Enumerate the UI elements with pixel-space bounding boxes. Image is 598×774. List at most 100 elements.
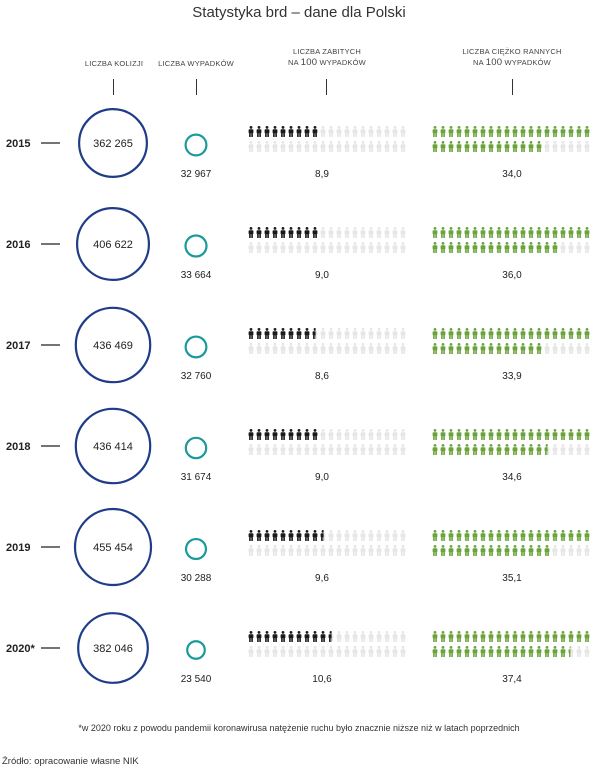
row-2-zabici-person-15-empty-head xyxy=(369,328,373,331)
row-4-ranni-person-6 xyxy=(480,530,486,541)
row-1-zabici-person-12-empty-body xyxy=(344,230,350,235)
row-3-ranni-person-36-empty-head xyxy=(561,444,565,447)
row-3-ranni-person-1-full-head xyxy=(441,429,445,432)
row-5-zabici-person-8-full-leg-right xyxy=(315,638,317,642)
row-4-zabici-label: 9,6 xyxy=(315,573,329,584)
row-5-ranni-person-27-full-head xyxy=(489,646,493,649)
row-0-ranni-person-9-full-head xyxy=(505,126,509,129)
row-3-ranni-person-37-empty-head xyxy=(569,444,573,447)
row-5-ranni-person-1-full-head xyxy=(441,631,445,634)
row-0-zabici-person-30 xyxy=(328,141,334,152)
row-0-ranni-person-22-full-head xyxy=(449,141,453,144)
row-3-ranni-person-22-full-leg-right xyxy=(451,451,453,455)
row-5-ranni-person-4-full-head xyxy=(465,631,469,634)
row-5-zabici-person-5-full-body xyxy=(288,634,294,639)
row-5-ranni-person-28-full-head xyxy=(497,646,501,649)
row-4-ranni-person-33 xyxy=(536,545,542,556)
row-4-zabici-person-31 xyxy=(336,545,342,556)
row-1-zabici-person-13-empty-head xyxy=(353,227,357,230)
row-0-ranni-person-6-full-body xyxy=(480,129,486,134)
row-2-zabici-person-19 xyxy=(400,328,406,339)
row-5-zabici-person-20-empty-body xyxy=(248,649,254,654)
row-4-ranni-person-10-full-leg-left xyxy=(513,537,515,541)
row-5-ranni-person-14-full-head xyxy=(545,631,549,634)
row-2-ranni-person-17-full-head xyxy=(569,328,573,331)
row-0-ranni-person-33 xyxy=(536,141,542,152)
row-4-zabici-person-35 xyxy=(368,545,374,556)
row-5-ranni-person-5-full-leg-left xyxy=(473,638,475,642)
header-zabici-pre: NA xyxy=(288,58,301,67)
row-4-ranni-person-1-full-leg-right xyxy=(443,537,445,541)
row-5-zabici-person-22 xyxy=(264,646,270,657)
row-2-ranni-person-13-full-leg-left xyxy=(537,335,539,339)
row-3-ranni-person-2-full-head xyxy=(449,429,453,432)
row-0-zabici-person-3-full-body xyxy=(272,129,278,134)
row-3-ranni-person-28-full-body xyxy=(496,447,502,452)
row-1-zabici-person-32-empty-leg-right xyxy=(347,249,349,253)
row-1-ranni-person-19-full-leg-left xyxy=(585,234,587,238)
row-1-zabici-person-9-empty-leg-left xyxy=(321,234,323,238)
row-1-ranni-person-31 xyxy=(520,242,526,253)
row-3-ranni-person-5 xyxy=(472,429,478,440)
row-5-ranni-person-0-full-body xyxy=(432,634,438,639)
row-1-ranni-person-9-full-head xyxy=(505,227,509,230)
row-5-ranni-person-20-full-leg-right xyxy=(435,653,437,657)
row-2-zabici-person-25-empty-leg-left xyxy=(289,350,291,354)
row-3-zabici-person-23-empty-head xyxy=(273,444,277,447)
row-1-zabici-person-35-empty-leg-left xyxy=(369,249,371,253)
header-ranni-num: 100 xyxy=(485,57,503,68)
row-1-ranni-person-21-full-head xyxy=(441,242,445,245)
row-1-zabici-person-33-empty-leg-left xyxy=(353,249,355,253)
row-3-zabici-person-22-empty-body xyxy=(264,447,270,452)
row-5-ranni-person-17-full-leg-left xyxy=(569,638,571,642)
row-2-zabici-person-15-empty-leg-right xyxy=(371,335,373,339)
row-2-zabici-person-14-empty-body xyxy=(360,331,366,336)
row-3-ranni-person-15-full-leg-left xyxy=(553,436,555,440)
row-1-zabici-person-4 xyxy=(280,227,286,238)
row-2-kolizje-label: 436 469 xyxy=(93,340,133,352)
row-4-zabici-person-11-empty-leg-left xyxy=(337,537,339,541)
row-1-ranni-person-23-full-leg-left xyxy=(457,249,459,253)
row-0-ranni-person-18-full-leg-left xyxy=(577,133,579,137)
row-2-ranni-person-1-full-leg-right xyxy=(443,335,445,339)
row-2-ranni-person-23-full-body xyxy=(456,346,462,351)
row-1-zabici-person-35 xyxy=(368,242,374,253)
row-2-ranni-person-24-full-leg-right xyxy=(467,350,469,354)
row-2-zabici-person-9-empty-body xyxy=(320,331,326,336)
row-1-zabici-person-31-empty-head xyxy=(337,242,341,245)
row-5-ranni-person-22-full-leg-left xyxy=(449,653,451,657)
row-2-zabici-person-29 xyxy=(320,343,326,354)
row-0-ranni-person-1-full-leg-left xyxy=(441,133,443,137)
row-5-ranni-person-36-full-leg-right xyxy=(563,653,565,657)
row-3-zabici-person-24-empty-body xyxy=(280,447,286,452)
row-2-ranni-person-3-full-leg-right xyxy=(459,335,461,339)
row-0-zabici-person-11-empty-head xyxy=(337,126,341,129)
row-4-zabici-person-14 xyxy=(360,530,366,541)
row-3-zabici-person-31-empty-head xyxy=(337,444,341,447)
row-4-ranni-person-3-full-head xyxy=(457,530,461,533)
row-5-ranni-person-2-full-leg-left xyxy=(449,638,451,642)
row-0-ranni-person-27-full-leg-left xyxy=(489,148,491,152)
row-5-ranni-person-17-full-leg-right xyxy=(571,638,573,642)
row-0-ranni-person-25-full-leg-left xyxy=(473,148,475,152)
row-2-zabici-person-25-empty-leg-right xyxy=(291,350,293,354)
row-3-ranni-person-29-full-leg-left xyxy=(505,451,507,455)
row-1-zabici-person-14-empty-body xyxy=(360,230,366,235)
row-1-ranni-person-6 xyxy=(480,227,486,238)
row-0-ranni-person-37-empty-body xyxy=(568,144,574,149)
row-1-ranni-person-6-full-head xyxy=(481,227,485,230)
row-2-zabici-person-18-empty-leg-right xyxy=(395,335,397,339)
row-0-ranni-person-12-full-leg-right xyxy=(531,133,533,137)
row-1-zabici-person-39 xyxy=(400,242,406,253)
row-4-zabici-person-35-empty-body xyxy=(368,548,374,553)
row-0-zabici-person-27-empty-leg-left xyxy=(305,148,307,152)
row-2-ranni-person-15-full-head xyxy=(553,328,557,331)
row-2-zabici-person-4-full-head xyxy=(281,328,285,331)
row-1-zabici-person-29-empty-leg-right xyxy=(323,249,325,253)
row-5-ranni-person-32 xyxy=(528,646,534,657)
row-3-zabici-person-15-empty-leg-left xyxy=(369,436,371,440)
row-0-zabici-person-27 xyxy=(304,141,310,152)
row-3-ranni-person-24 xyxy=(464,444,470,455)
row-1-ranni-person-14-full-head xyxy=(545,227,549,230)
row-5-ranni-person-27-full-body xyxy=(488,649,494,654)
